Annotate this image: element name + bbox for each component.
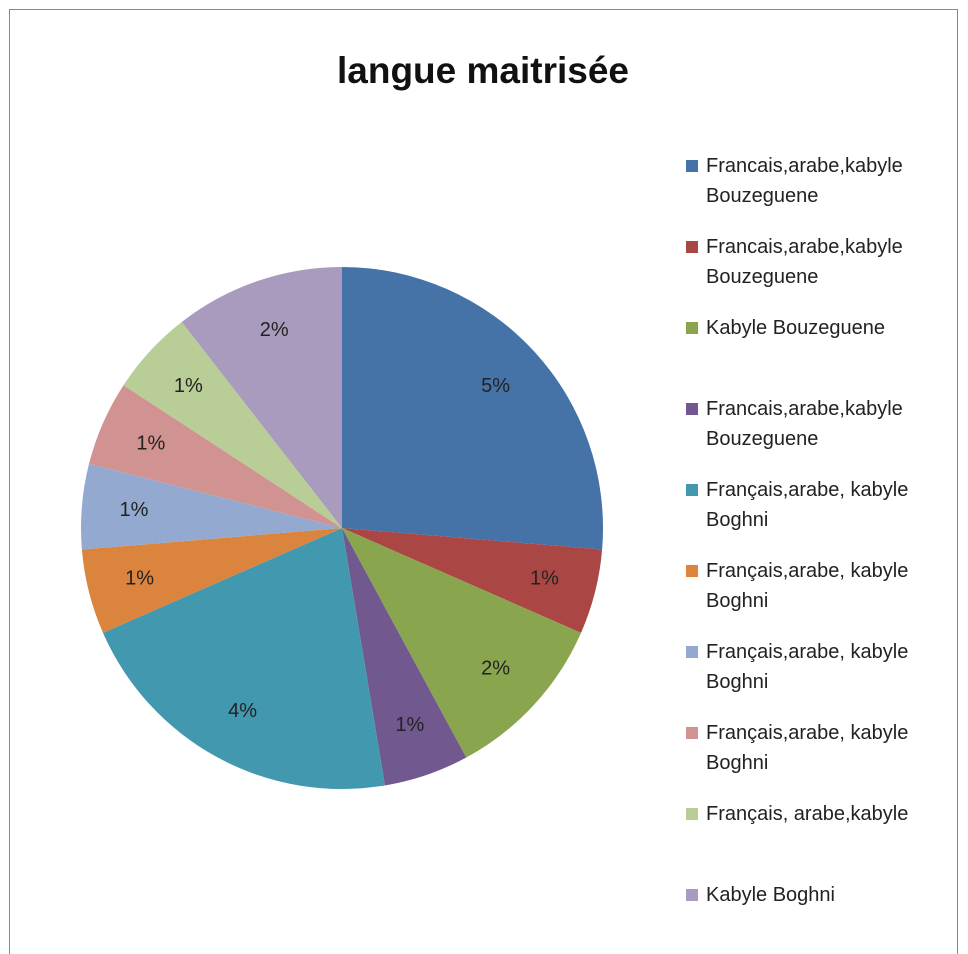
legend-entry: Francais,arabe,kabyle Bouzeguene [686, 394, 956, 454]
legend-entry: Francais,arabe,kabyle Bouzeguene [686, 232, 956, 292]
legend-entry: Français,arabe, kabyle Boghni [686, 556, 956, 616]
pie-slice [342, 528, 582, 758]
legend-swatch [686, 565, 698, 577]
data-label: 1% [395, 714, 424, 736]
data-label: 1% [530, 568, 559, 590]
legend-entry: Français, arabe,kabyle [686, 799, 956, 829]
legend-swatch [686, 727, 698, 739]
legend-label: Français,arabe, kabyle Boghni [706, 722, 909, 774]
legend-swatch [686, 889, 698, 901]
pie-slice [81, 528, 342, 633]
legend-label: Francais,arabe,kabyle Bouzeguene [706, 155, 903, 207]
legend-swatch [686, 160, 698, 172]
pie-slice [342, 528, 603, 633]
pie-slice [88, 385, 342, 528]
data-label: 1% [125, 568, 154, 590]
data-label: 2% [481, 658, 510, 680]
legend-label: Kabyle Bouzeguene [706, 317, 886, 339]
legend-entry: Kabyle Bouzeguene [686, 313, 956, 343]
legend-swatch [686, 322, 698, 334]
legend-label: Francais,arabe,kabyle Bouzeguene [706, 236, 903, 288]
legend-entry: Kabyle Boghni [686, 880, 956, 910]
data-label: 1% [119, 499, 148, 521]
legend-label: Francais,arabe,kabyle Bouzeguene [706, 398, 903, 450]
data-label: 4% [228, 700, 257, 722]
pie-slice [102, 528, 385, 790]
legend-entry: Francais,arabe,kabyle Bouzeguene [686, 151, 956, 211]
legend-entry: Français,arabe, kabyle Boghni [686, 637, 956, 697]
legend-label: Français,arabe, kabyle Boghni [706, 479, 909, 531]
pie-slice [342, 267, 603, 550]
legend-label: Français, arabe,kabyle [706, 803, 909, 825]
data-label: 2% [260, 319, 289, 341]
legend-label: Français,arabe, kabyle Boghni [706, 560, 909, 612]
legend-swatch [686, 646, 698, 658]
legend-swatch [686, 484, 698, 496]
chart-title: langue maitrisée [337, 50, 629, 91]
legend-entry: Français,arabe, kabyle Boghni [686, 475, 956, 535]
legend-swatch [686, 403, 698, 415]
legend-label: Français,arabe, kabyle Boghni [706, 641, 909, 693]
pie-slice [81, 463, 343, 550]
pie-slice [342, 528, 467, 786]
data-label: 5% [481, 375, 510, 397]
pie-slice [181, 267, 342, 528]
data-label: 1% [136, 432, 165, 454]
legend-label: Kabyle Boghni [706, 884, 835, 906]
legend-entry: Français,arabe, kabyle Boghni [686, 718, 956, 778]
legend-swatch [686, 808, 698, 820]
data-label: 1% [174, 375, 203, 397]
legend-swatch [686, 241, 698, 253]
pie-slice [123, 322, 343, 528]
